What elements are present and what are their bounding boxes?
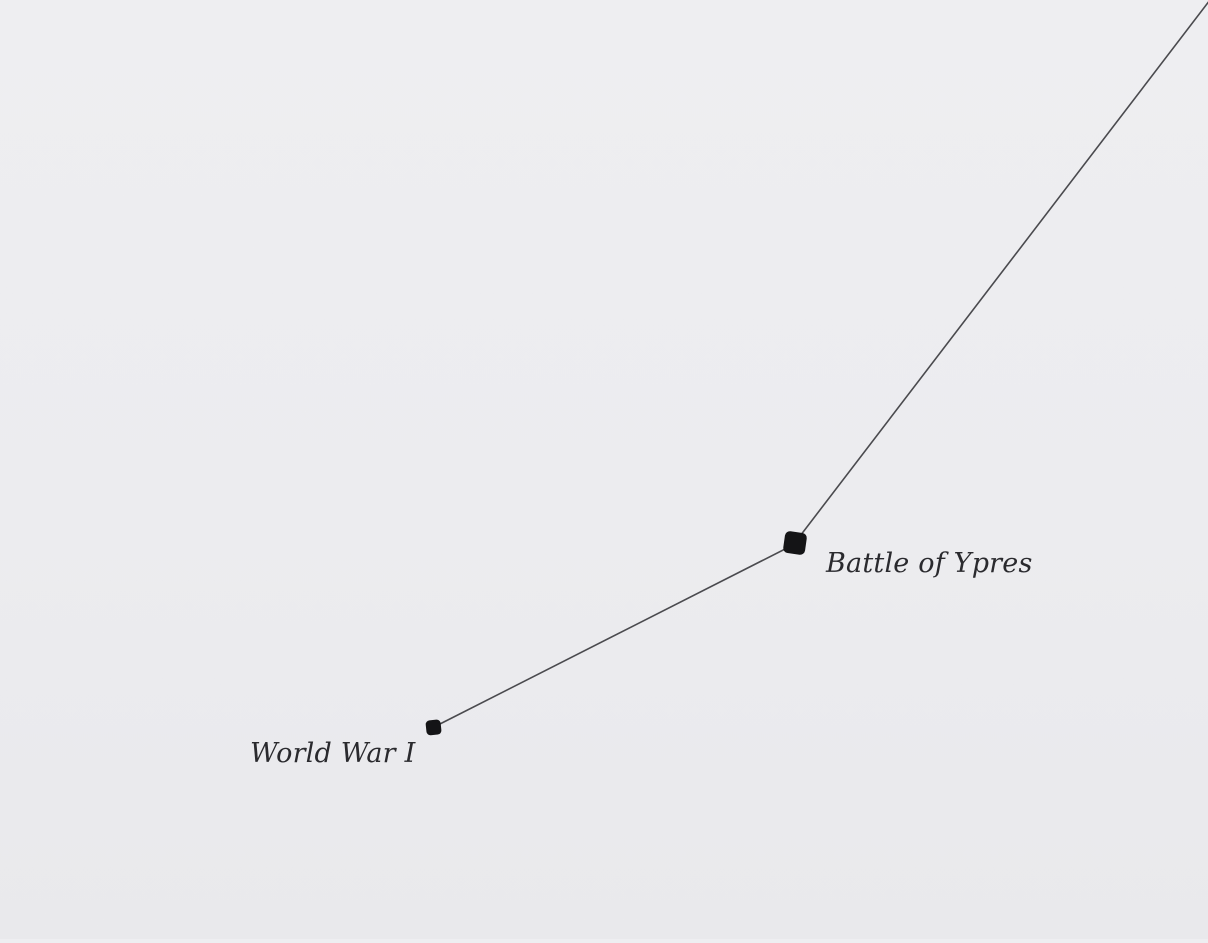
- node-marker-battle-of-ypres: [783, 531, 807, 555]
- node-marker-world-war-i: [425, 719, 442, 736]
- node-label-world-war-i: World War I: [250, 738, 416, 769]
- node-label-battle-of-ypres: Battle of Ypres: [826, 548, 1033, 579]
- edge-wwi-to-battle: [433, 544, 794, 728]
- edge-battle-to-offscreen: [796, 1, 1208, 541]
